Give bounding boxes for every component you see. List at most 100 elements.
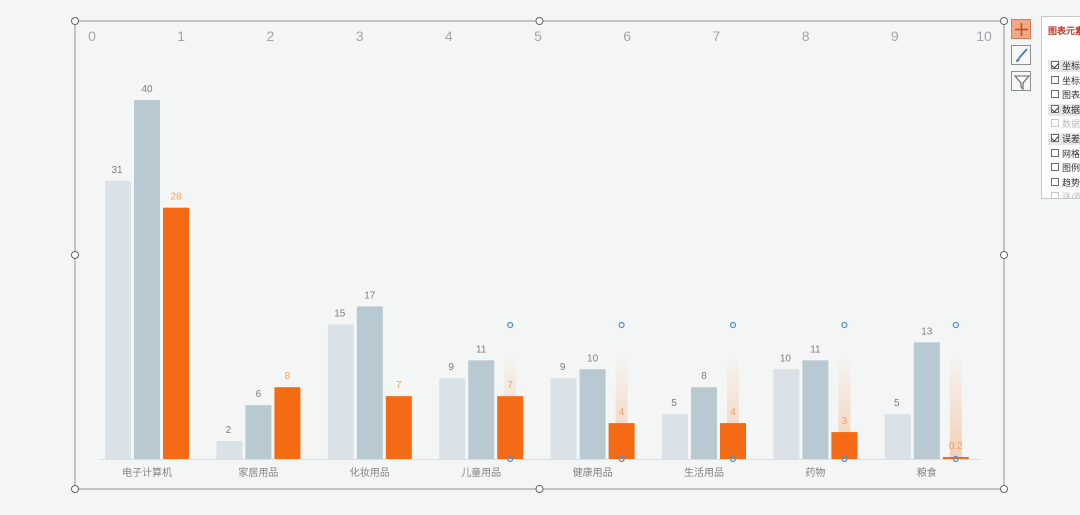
resize-handle[interactable]	[535, 485, 544, 493]
bar	[274, 387, 301, 459]
data-label: 5	[671, 398, 677, 409]
chart-element-checkbox[interactable]	[1051, 177, 1059, 186]
chart-element-option[interactable]: 趋势线	[1051, 177, 1080, 189]
chart-element-option[interactable]: 误差线	[1048, 133, 1080, 145]
selection-marker	[952, 455, 959, 463]
chart-element-checkbox	[1051, 192, 1059, 198]
chart-element-label: 图例	[1062, 164, 1080, 175]
top-axis-tick-label: 10	[976, 28, 992, 44]
selection-marker	[841, 455, 848, 463]
chart-element-checkbox[interactable]	[1051, 104, 1059, 113]
bar	[356, 306, 383, 459]
top-axis-tick-label: 2	[267, 28, 275, 44]
resize-handle[interactable]	[71, 251, 79, 259]
chart-element-checkbox[interactable]	[1051, 61, 1059, 69]
chart-filters-button[interactable]	[1011, 71, 1031, 91]
data-label: 8	[285, 371, 291, 382]
category-label: 儿童用品	[461, 466, 501, 479]
selection-marker	[729, 455, 737, 463]
resize-handle[interactable]	[71, 485, 79, 493]
selection-marker	[618, 321, 625, 329]
top-axis-tick-label: 7	[713, 28, 721, 44]
data-label: 10	[780, 353, 792, 364]
data-label: 0.2	[949, 441, 963, 452]
selection-marker	[507, 321, 514, 329]
chart-element-checkbox	[1051, 119, 1059, 128]
chart-elements-panel: 图表元素 坐标轴坐标轴标题图表标题数据标签数据表误差线网格线图例趋势线涨/跌柱线	[1041, 16, 1080, 199]
chart-element-label: 趋势线	[1062, 178, 1080, 189]
chart-element-label: 涨/跌柱线	[1062, 193, 1080, 199]
bar	[579, 369, 606, 459]
chart-element-option[interactable]: 图例	[1051, 162, 1080, 174]
data-label: 7	[396, 380, 402, 391]
chart-element-option: 数据表	[1051, 118, 1080, 130]
chart-element-option[interactable]: 数据标签	[1048, 103, 1080, 116]
bar	[773, 369, 800, 459]
resize-handle[interactable]	[1000, 485, 1008, 493]
top-axis-tick-label: 5	[534, 28, 542, 44]
data-label: 9	[448, 362, 454, 373]
chart-styles-button[interactable]	[1011, 45, 1031, 65]
bar	[245, 405, 272, 459]
data-label: 11	[810, 344, 821, 355]
data-label: 6	[256, 389, 262, 400]
chart-element-option[interactable]: 坐标轴标题	[1051, 75, 1080, 87]
resize-handle[interactable]	[1000, 17, 1008, 25]
data-label: 13	[921, 326, 933, 337]
chart-element-checkbox[interactable]	[1051, 134, 1059, 142]
top-axis-tick-label: 3	[356, 28, 364, 44]
chart-element-checkbox[interactable]	[1051, 90, 1059, 99]
bar	[608, 423, 635, 459]
selection-marker	[729, 321, 737, 329]
bar	[163, 207, 189, 459]
chart-frame[interactable]	[74, 20, 1005, 490]
chart-element-checkbox[interactable]	[1051, 148, 1059, 157]
bar	[831, 432, 858, 459]
data-label: 5	[894, 398, 900, 409]
resize-handle[interactable]	[1000, 251, 1008, 259]
data-label: 15	[334, 308, 346, 319]
resize-handle[interactable]	[535, 17, 544, 25]
top-axis-tick-label: 6	[623, 28, 631, 44]
top-axis-tick-label: 4	[445, 28, 453, 44]
bar	[327, 324, 354, 459]
category-label: 生活用品	[684, 466, 724, 479]
bar	[216, 441, 243, 459]
data-label: 8	[701, 371, 707, 382]
bar	[662, 414, 688, 459]
category-label: 健康用品	[573, 466, 613, 479]
plus-icon	[1015, 23, 1028, 36]
chart-element-checkbox[interactable]	[1051, 75, 1059, 84]
data-label: 3	[842, 416, 848, 427]
chart-element-label: 数据标签	[1062, 105, 1080, 116]
chart-element-checkbox[interactable]	[1051, 163, 1059, 172]
bar	[468, 360, 495, 459]
bar	[385, 396, 412, 459]
data-label: 40	[141, 84, 153, 95]
chart-element-option[interactable]: 坐标轴	[1048, 60, 1080, 72]
data-label: 4	[619, 407, 625, 418]
data-label: 9	[560, 362, 566, 373]
resize-handle[interactable]	[71, 17, 79, 25]
bar	[884, 414, 911, 459]
top-axis-tick-label: 0	[88, 28, 96, 44]
data-label: 2	[226, 425, 232, 436]
top-axis-tick-label: 8	[802, 28, 810, 44]
filter-icon	[1013, 75, 1031, 91]
chart-element-option[interactable]: 图表标题	[1051, 89, 1080, 101]
data-label: 31	[111, 165, 123, 176]
top-axis-tick-label: 1	[177, 28, 185, 44]
chart-element-label: 数据表	[1062, 120, 1080, 131]
chart-element-label: 网格线	[1062, 149, 1080, 160]
category-label: 药物	[805, 466, 825, 479]
selection-marker	[952, 321, 959, 329]
bar	[802, 360, 829, 459]
data-label: 17	[364, 290, 376, 301]
bar	[134, 100, 160, 459]
chart-element-option[interactable]: 网格线	[1051, 148, 1080, 160]
chart-element-label: 图表标题	[1062, 91, 1080, 102]
error-bar-shade	[838, 351, 851, 459]
chart-elements-button[interactable]	[1011, 19, 1031, 39]
bar	[550, 378, 577, 459]
